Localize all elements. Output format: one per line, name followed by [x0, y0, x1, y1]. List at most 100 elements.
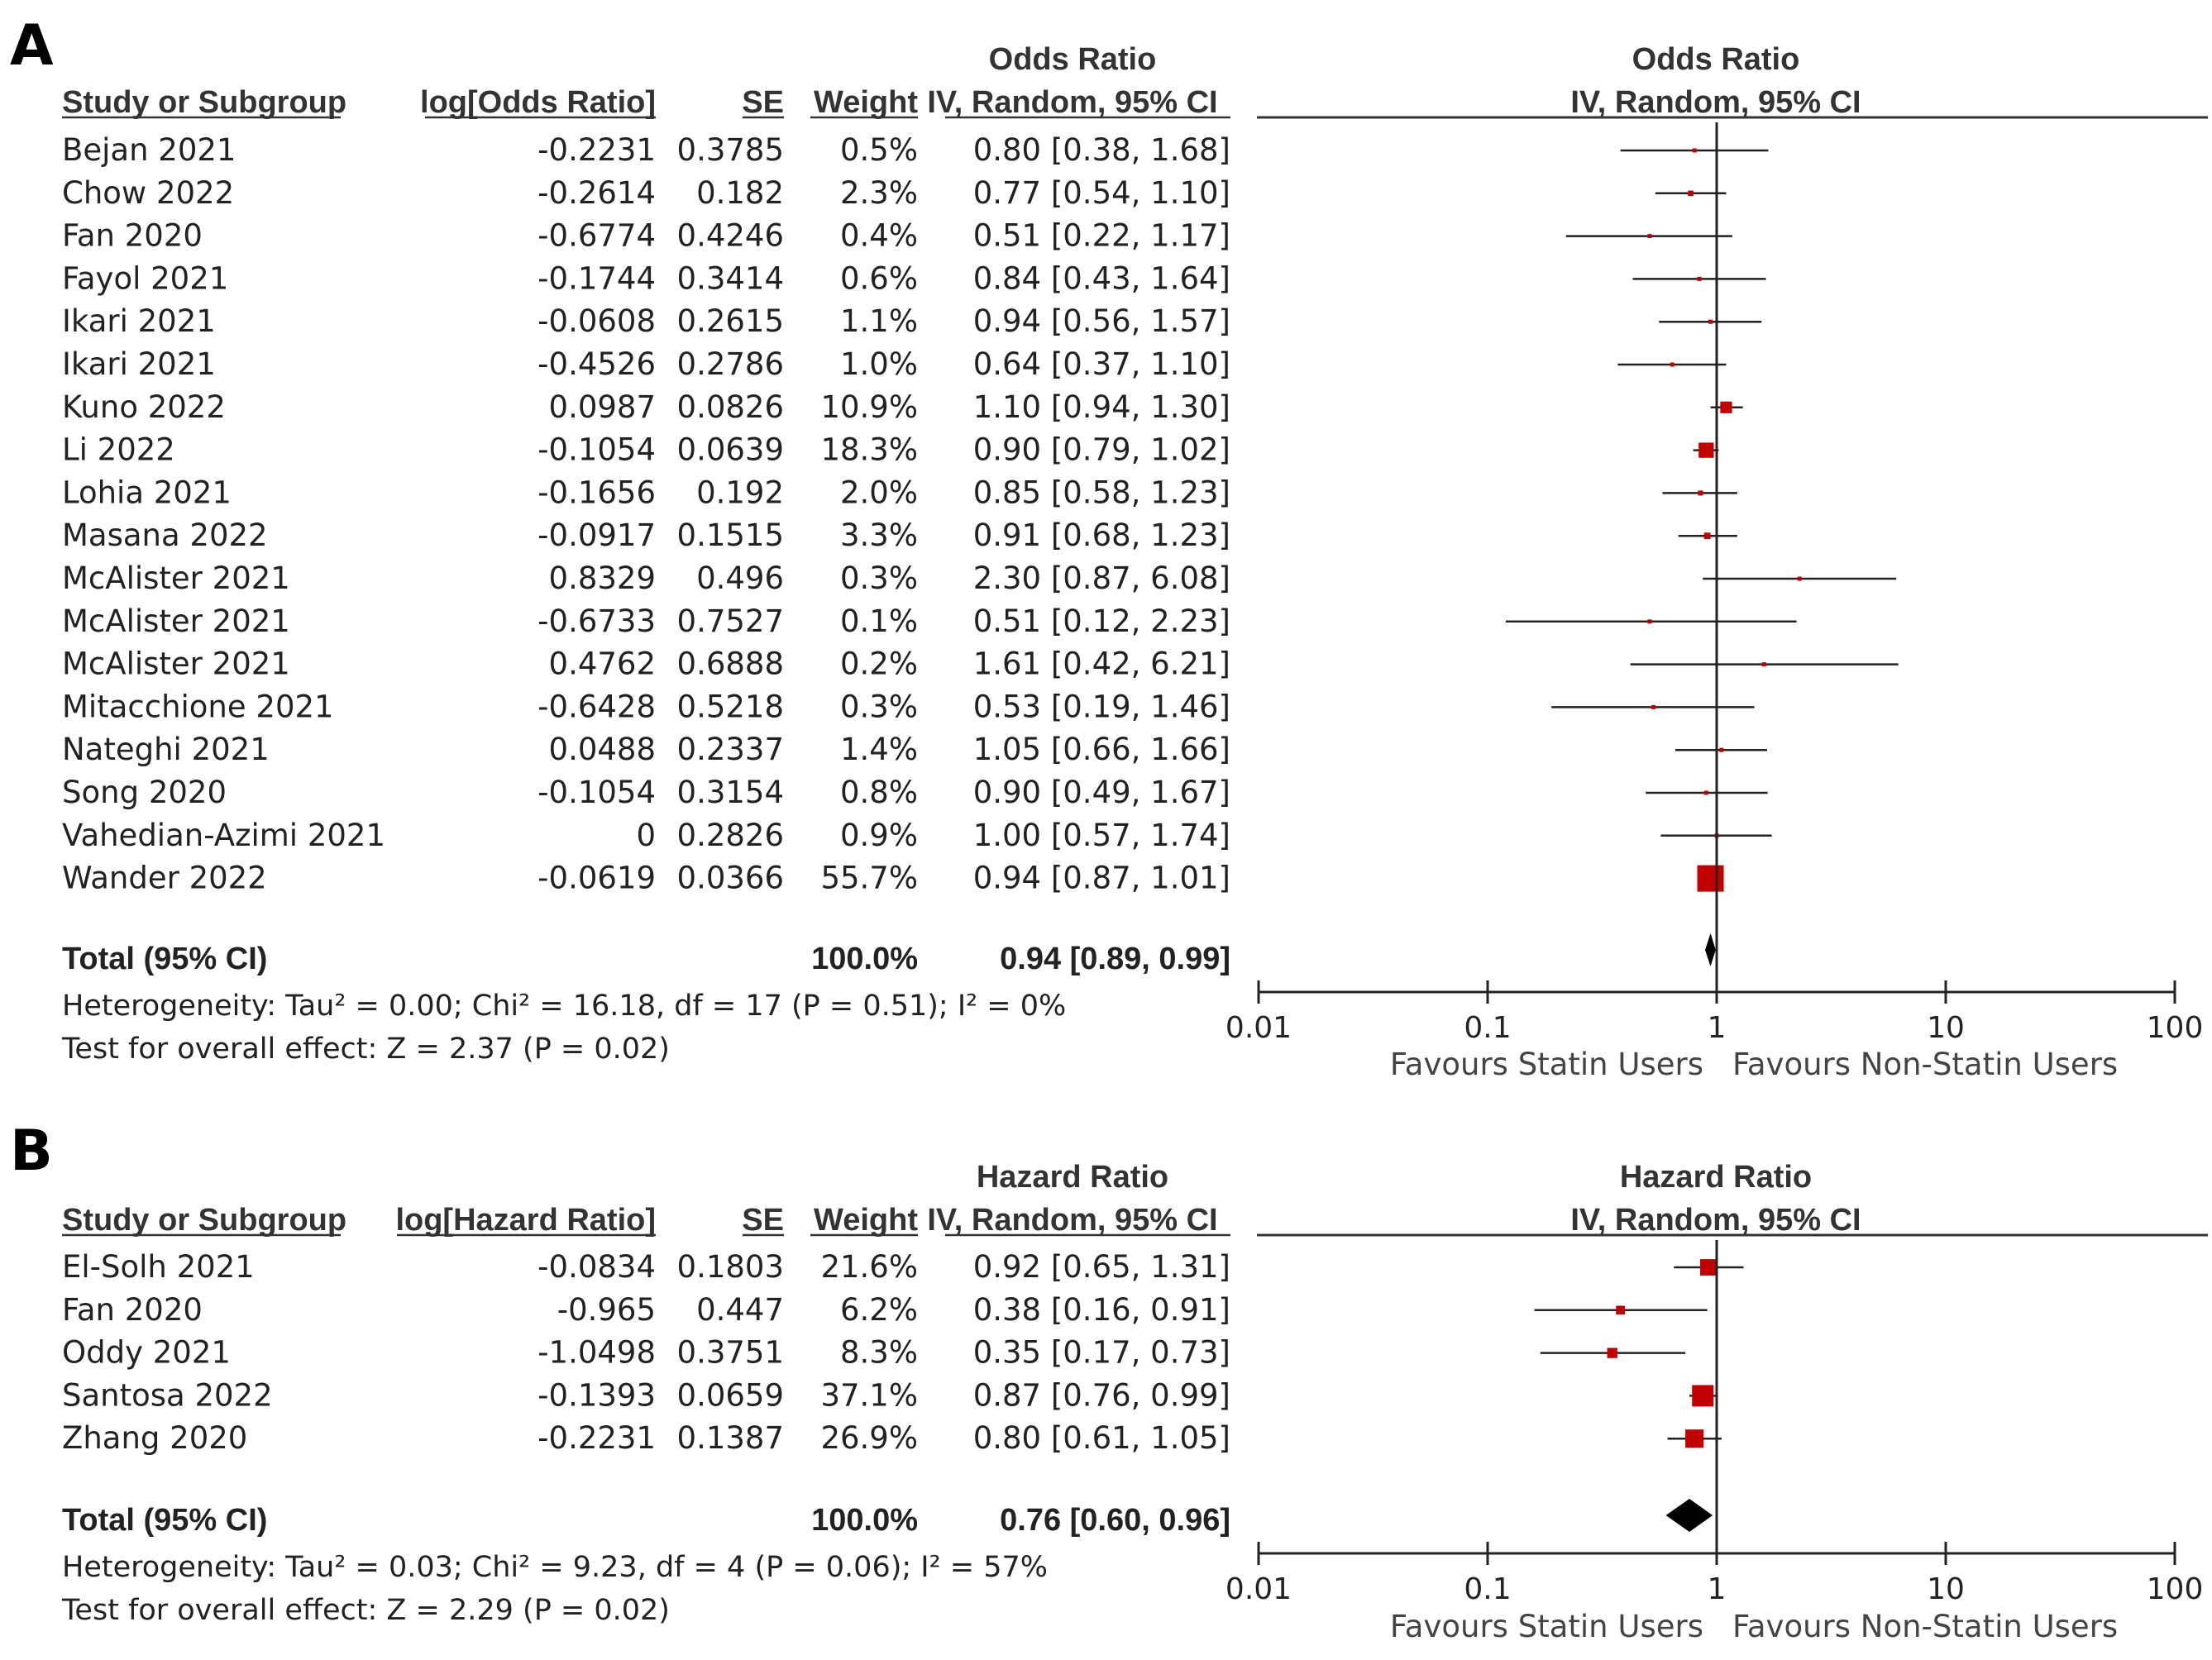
- study-se: 0.192: [696, 475, 784, 510]
- point-estimate-marker: [1761, 662, 1766, 667]
- study-row: Zhang 2020 -0.2231 0.1387 26.9% 0.80 [0.61, …: [62, 1420, 1230, 1456]
- plot-area-b: 0.01 0.1 1 10 100: [1225, 1240, 2203, 1606]
- point-estimate-marker: [1698, 490, 1703, 496]
- study-row: Li 2022 -0.1054 0.0639 18.3% 0.90 [0.79, 1.0…: [62, 432, 1230, 468]
- study-name: Ikari 2021: [62, 346, 216, 382]
- study-name: Li 2022: [62, 432, 175, 468]
- point-estimate-marker: [1692, 148, 1697, 153]
- study-row: Santosa 2022 -0.1393 0.0659 37.1% 0.87 [0.76…: [62, 1377, 1230, 1413]
- study-name: Mitacchione 2021: [62, 689, 334, 724]
- study-weight: 0.3%: [840, 689, 918, 724]
- study-log-effect: 0.0987: [549, 389, 656, 425]
- favours-right-a: Favours Non-Statin Users: [1732, 1047, 2118, 1082]
- study-ci: 1.05 [0.66, 1.66]: [973, 732, 1230, 767]
- study-weight: 0.1%: [840, 603, 918, 639]
- study-name: El-Solh 2021: [62, 1249, 255, 1285]
- study-log-effect: -0.1393: [537, 1377, 656, 1413]
- study-se: 0.2337: [677, 732, 784, 767]
- study-se: 0.2615: [677, 303, 784, 339]
- forest-plot-panel-a: A Study or Subgroup log[Odds Ratio] SE W…: [10, 13, 2208, 1082]
- study-name: Masana 2022: [62, 518, 268, 553]
- study-name: Oddy 2021: [62, 1335, 231, 1371]
- total-label-b: Total (95% CI): [62, 1503, 267, 1538]
- study-name: Ikari 2021: [62, 303, 216, 339]
- study-weight: 0.5%: [840, 132, 918, 168]
- point-estimate-marker: [1720, 401, 1732, 413]
- study-log-effect: -0.0619: [537, 861, 656, 896]
- pooled-estimate-diamond: [1665, 1499, 1713, 1532]
- point-estimate-marker: [1719, 747, 1724, 752]
- study-row: Lohia 2021 -0.1656 0.192 2.0% 0.85 [0.58, 1.…: [62, 475, 1230, 510]
- study-se: 0.4246: [677, 218, 784, 254]
- study-se: 0.0366: [677, 861, 784, 896]
- total-label-a: Total (95% CI): [62, 942, 267, 976]
- header-effect-bottom: IV, Random, 95% CI: [927, 85, 1217, 120]
- panel-letter-a: A: [10, 13, 54, 79]
- study-log-effect: -0.0917: [537, 518, 656, 553]
- study-name: Bejan 2021: [62, 132, 236, 168]
- study-row: Bejan 2021 -0.2231 0.3785 0.5% 0.80 [0.38, 1…: [62, 132, 1230, 168]
- study-name: McAlister 2021: [62, 560, 290, 596]
- study-name: Santosa 2022: [62, 1377, 273, 1413]
- header-plot-bottom-b: IV, Random, 95% CI: [1570, 1203, 1861, 1238]
- study-row: Masana 2022 -0.0917 0.1515 3.3% 0.91 [0.68, …: [62, 518, 1230, 553]
- point-estimate-marker: [1616, 1305, 1625, 1315]
- study-weight: 2.3%: [840, 175, 918, 211]
- point-estimate-marker: [1670, 362, 1675, 367]
- study-ci: 0.35 [0.17, 0.73]: [973, 1335, 1230, 1371]
- overall-effect-a: Test for overall effect: Z = 2.37 (P = 0…: [61, 1033, 670, 1066]
- study-se: 0.1803: [677, 1249, 784, 1285]
- study-log-effect: -0.0608: [537, 303, 656, 339]
- x-axis-tick-label: 100: [2147, 1572, 2204, 1606]
- study-row: McAlister 2021 -0.6733 0.7527 0.1% 0.51 [0.1…: [62, 603, 1230, 639]
- header-plot-top-b: Hazard Ratio: [1620, 1160, 1812, 1195]
- x-axis-tick-label: 0.1: [1464, 1572, 1511, 1606]
- heterogeneity-a: Heterogeneity: Tau² = 0.00; Chi² = 16.18…: [62, 990, 1066, 1023]
- study-log-effect: -1.0498: [537, 1335, 656, 1371]
- study-ci: 0.80 [0.38, 1.68]: [973, 132, 1230, 168]
- point-estimate-marker: [1647, 234, 1652, 239]
- point-estimate-marker: [1797, 576, 1802, 581]
- point-estimate-marker: [1697, 276, 1702, 281]
- x-axis-tick-label: 10: [1927, 1011, 1965, 1045]
- favours-left-a: Favours Statin Users: [1390, 1047, 1703, 1082]
- study-log-effect: -0.6428: [537, 689, 656, 724]
- header-weight: Weight: [814, 85, 918, 120]
- study-log-effect: 0.8329: [549, 560, 656, 596]
- point-estimate-marker: [1647, 619, 1652, 624]
- study-row: Oddy 2021 -1.0498 0.3751 8.3% 0.35 [0.17, 0.…: [62, 1335, 1230, 1371]
- study-row: Fayol 2021 -0.1744 0.3414 0.6% 0.84 [0.43, 1…: [62, 260, 1230, 296]
- study-weight: 1.4%: [840, 732, 918, 767]
- study-se: 0.3154: [677, 775, 784, 810]
- overall-effect-b: Test for overall effect: Z = 2.29 (P = 0…: [61, 1594, 670, 1627]
- study-se: 0.0659: [677, 1377, 784, 1413]
- header-plot-bottom: IV, Random, 95% CI: [1570, 85, 1861, 120]
- study-row: Kuno 2022 0.0987 0.0826 10.9% 1.10 [0.94, 1.…: [62, 389, 1230, 425]
- study-se: 0.496: [696, 560, 784, 596]
- study-log-effect: -0.1054: [537, 775, 656, 810]
- panel-letter-b: B: [10, 1119, 53, 1184]
- header-se: SE: [742, 85, 784, 120]
- study-ci: 0.77 [0.54, 1.10]: [973, 175, 1230, 211]
- study-weight: 0.6%: [840, 260, 918, 296]
- point-estimate-marker: [1692, 1385, 1714, 1407]
- study-row: Song 2020 -0.1054 0.3154 0.8% 0.90 [0.49, 1.…: [62, 775, 1230, 810]
- study-ci: 0.53 [0.19, 1.46]: [973, 689, 1230, 724]
- x-axis-tick-label: 1: [1708, 1572, 1727, 1606]
- study-rows-a: Bejan 2021 -0.2231 0.3785 0.5% 0.80 [0.38, 1…: [62, 132, 1230, 896]
- header-plot-top: Odds Ratio: [1632, 42, 1800, 77]
- study-weight: 10.9%: [820, 389, 918, 425]
- study-weight: 55.7%: [820, 861, 918, 896]
- study-log-effect: 0.4762: [549, 646, 656, 682]
- study-log-effect: -0.1054: [537, 432, 656, 468]
- study-log-effect: 0.0488: [549, 732, 656, 767]
- study-ci: 0.51 [0.12, 2.23]: [973, 603, 1230, 639]
- total-ci-a: 0.94 [0.89, 0.99]: [1000, 942, 1230, 976]
- study-row: Ikari 2021 -0.4526 0.2786 1.0% 0.64 [0.37, 1…: [62, 346, 1230, 382]
- study-name: McAlister 2021: [62, 646, 290, 682]
- plot-area-a: 0.01 0.1 1 10 100: [1225, 122, 2203, 1045]
- pooled-estimate-diamond: [1704, 933, 1716, 966]
- header-effect-top-b: Hazard Ratio: [977, 1160, 1168, 1195]
- study-name: Vahedian-Azimi 2021: [62, 818, 385, 853]
- point-estimate-marker: [1703, 790, 1708, 795]
